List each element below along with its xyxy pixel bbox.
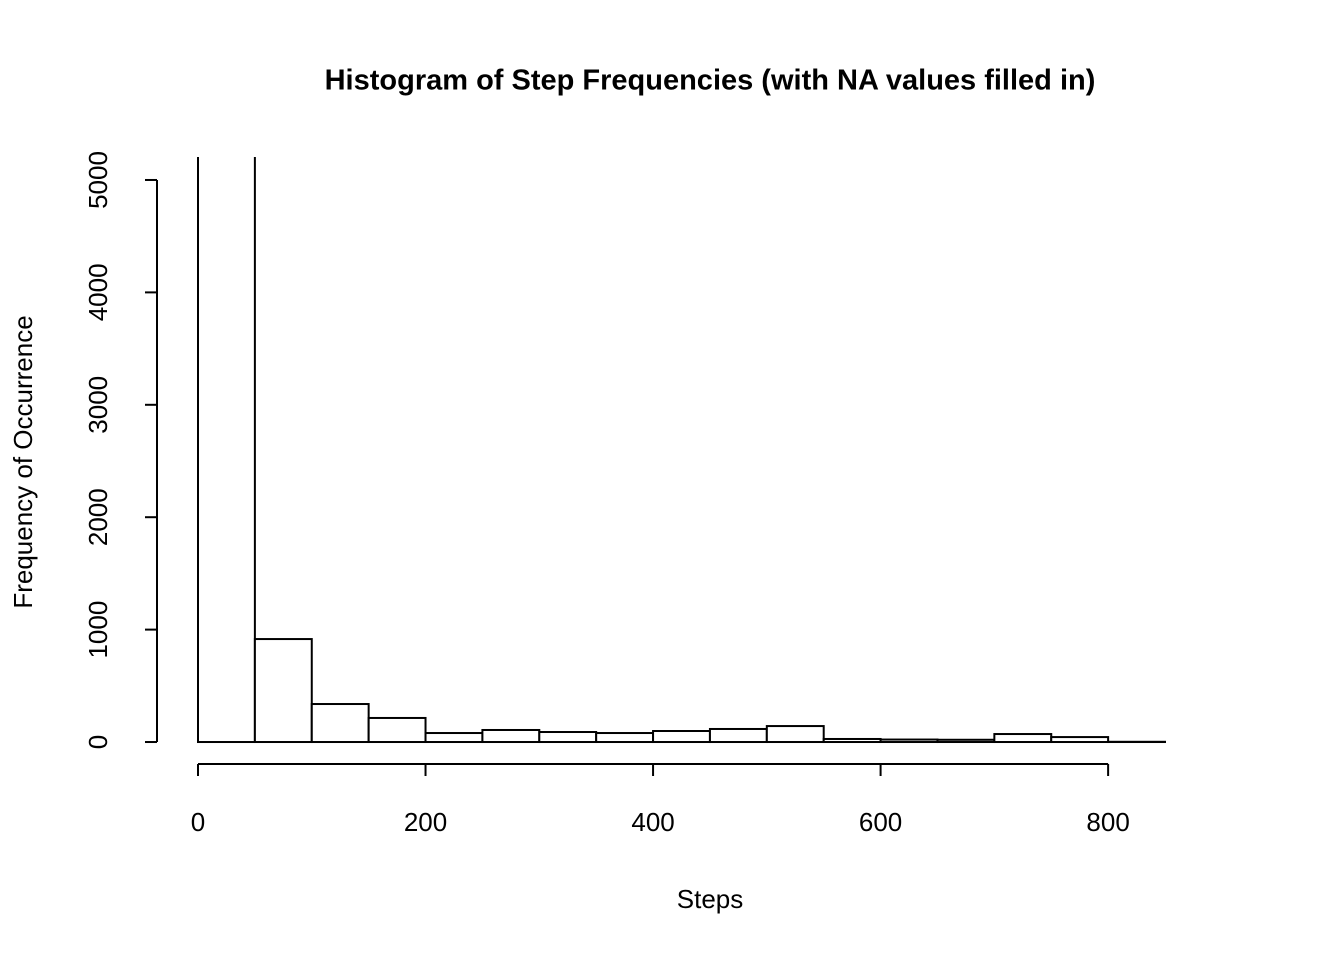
bar: [993, 733, 1053, 744]
bar: [765, 725, 825, 744]
bar: [253, 638, 313, 744]
bar: [595, 732, 655, 744]
y-tick-label: 1000: [83, 601, 113, 659]
chart-title: Histogram of Step Frequencies (with NA v…: [325, 65, 1096, 97]
y-tick-label: 0: [83, 735, 113, 749]
bar: [538, 731, 598, 744]
x-tick-label: 800: [1086, 807, 1129, 837]
y-tick-label: 5000: [83, 151, 113, 209]
y-tick-label: 2000: [83, 488, 113, 546]
bar: [1050, 736, 1110, 744]
y-tick-label: 3000: [83, 376, 113, 434]
bar: [367, 716, 427, 744]
bar: [879, 738, 939, 744]
x-tick-label: 0: [191, 807, 205, 837]
bar: [481, 728, 541, 744]
bar: [652, 730, 711, 744]
bar: [310, 703, 370, 744]
bar: [936, 738, 996, 744]
x-tick-label: 200: [404, 807, 447, 837]
y-tick-label: 4000: [83, 263, 113, 321]
bar: [708, 727, 768, 744]
bar: [424, 732, 484, 744]
x-axis-label: Steps: [677, 884, 744, 914]
x-tick-label: 600: [859, 807, 902, 837]
bars: [197, 157, 1167, 744]
y-axis-label: Frequency of Occurrence: [8, 315, 38, 608]
bar: [822, 737, 882, 744]
bar: [197, 157, 256, 744]
x-tick-label: 400: [631, 807, 674, 837]
